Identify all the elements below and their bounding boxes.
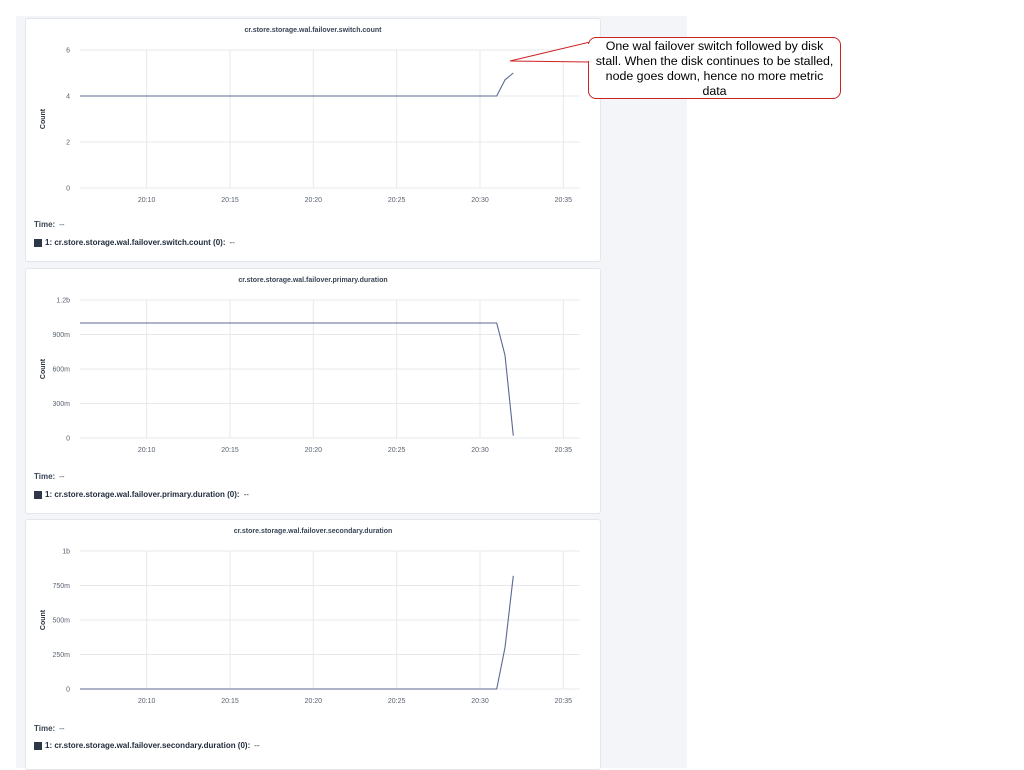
time-label: Time: [34, 472, 56, 481]
series-line[interactable] [80, 72, 514, 97]
y-tick-label: 2 [66, 140, 70, 147]
legend-swatch [34, 741, 42, 750]
x-tick-label: 20:30 [471, 447, 489, 454]
time-readout: Time: -- [34, 724, 65, 733]
chart-plot-secondary-duration[interactable]: 0 250m 500m 750m 1b 20:10 20:15 20:20 20:25 20:30… [26, 520, 600, 720]
annotation-callout: One wal failover switch followed by disk… [588, 37, 841, 99]
y-tick-label: 300m [52, 401, 70, 408]
x-tick-label: 20:10 [138, 197, 156, 204]
time-readout: Time: -- [34, 220, 65, 229]
x-tick-label: 20:10 [138, 447, 156, 454]
x-tick-label: 20:20 [305, 197, 323, 204]
y-tick-label: 900m [52, 332, 70, 339]
y-tick-label: 0 [66, 186, 70, 193]
chart-card-secondary-duration: cr.store.storage.wal.failover.secondary.… [25, 519, 601, 770]
x-tick-label: 20:35 [555, 197, 573, 204]
legend-item[interactable]: 1: cr.store.storage.wal.failover.seconda… [34, 741, 260, 750]
legend-value: -- [254, 741, 260, 750]
x-tick-label: 20:35 [555, 447, 573, 454]
legend-item[interactable]: 1: cr.store.storage.wal.failover.primary… [34, 490, 249, 499]
legend-label: 1: cr.store.storage.wal.failover.switch.… [45, 238, 226, 247]
time-value: -- [59, 724, 65, 733]
y-tick-label: 600m [52, 367, 70, 374]
time-value: -- [59, 220, 65, 229]
y-tick-label: 6 [66, 48, 70, 55]
y-axis-label: Count [40, 108, 47, 129]
chart-plot-primary-duration[interactable]: 0 300m 600m 900m 1.2b 20:10 20:15 20:20 20:25 20:… [26, 269, 600, 469]
y-tick-label: 0 [66, 436, 70, 443]
legend-label: 1: cr.store.storage.wal.failover.primary… [45, 490, 240, 499]
x-tick-label: 20:10 [138, 698, 156, 705]
chart-plot-switch-count[interactable]: 0 2 4 6 20:10 20:15 20:20 20:25 20:30 20:35 Count [26, 19, 600, 219]
y-tick-label: 250m [52, 652, 70, 659]
legend-swatch [34, 490, 42, 499]
x-tick-label: 20:15 [221, 698, 239, 705]
chart-card-switch-count: cr.store.storage.wal.failover.switch.cou… [25, 18, 601, 262]
x-tick-label: 20:15 [221, 197, 239, 204]
y-tick-label: 4 [66, 94, 70, 101]
x-tick-label: 20:15 [221, 447, 239, 454]
y-tick-label: 0 [66, 687, 70, 694]
chart-title: cr.store.storage.wal.failover.switch.cou… [244, 27, 382, 34]
chart-title: cr.store.storage.wal.failover.primary.du… [238, 277, 388, 284]
x-tick-label: 20:25 [388, 447, 406, 454]
time-readout: Time: -- [34, 472, 65, 481]
chart-title: cr.store.storage.wal.failover.secondary.… [233, 528, 393, 535]
x-tick-label: 20:25 [388, 698, 406, 705]
chart-card-primary-duration: cr.store.storage.wal.failover.primary.du… [25, 268, 601, 514]
time-label: Time: [34, 724, 56, 733]
x-tick-label: 20:35 [555, 698, 573, 705]
x-tick-label: 20:20 [305, 447, 323, 454]
series-line[interactable] [80, 575, 514, 690]
x-tick-label: 20:20 [305, 698, 323, 705]
y-tick-label: 1b [62, 549, 70, 556]
time-value: -- [59, 472, 65, 481]
legend-value: -- [229, 238, 235, 247]
legend-value: -- [243, 490, 249, 499]
y-tick-label: 500m [52, 618, 70, 625]
x-tick-label: 20:25 [388, 197, 406, 204]
y-tick-label: 1.2b [56, 298, 70, 305]
legend-label: 1: cr.store.storage.wal.failover.seconda… [45, 741, 251, 750]
legend-swatch [34, 238, 42, 247]
y-axis-label: Count [40, 358, 47, 379]
y-tick-label: 750m [52, 583, 70, 590]
x-tick-label: 20:30 [471, 197, 489, 204]
legend-item[interactable]: 1: cr.store.storage.wal.failover.switch.… [34, 238, 235, 247]
time-label: Time: [34, 220, 56, 229]
series-line[interactable] [80, 322, 514, 436]
x-tick-label: 20:30 [471, 698, 489, 705]
y-axis-label: Count [40, 609, 47, 630]
